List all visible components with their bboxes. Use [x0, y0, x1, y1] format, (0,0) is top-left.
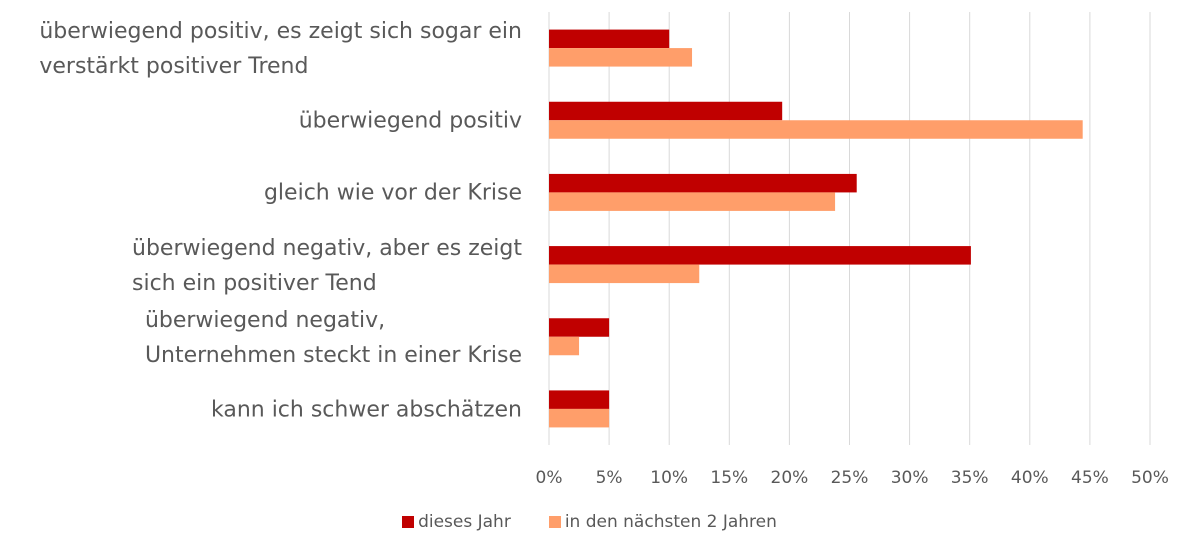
bar: [549, 120, 1083, 139]
bar: [549, 390, 610, 409]
bar: [549, 408, 610, 428]
legend-item: dieses Jahr: [402, 512, 511, 532]
legend: dieses Jahr in den nächsten 2 Jahren: [0, 512, 1179, 532]
legend-swatch: [548, 516, 561, 528]
bar: [549, 264, 700, 284]
bar: [549, 173, 857, 193]
bar: [549, 29, 670, 49]
bar: [549, 336, 580, 356]
x-tick-label: 10%: [650, 468, 688, 488]
bar: [549, 246, 971, 265]
bar: [549, 192, 836, 211]
bar: [549, 101, 783, 121]
x-tick-label: 15%: [710, 468, 748, 488]
x-tick-label: 5%: [596, 468, 623, 488]
category-label: überwiegend positiv: [298, 108, 522, 134]
legend-swatch: [402, 516, 415, 528]
x-tick-label: 35%: [951, 468, 989, 488]
legend-label: in den nächsten 2 Jahren: [564, 512, 777, 532]
category-label: gleich wie vor der Krise: [263, 180, 522, 206]
bar: [549, 318, 610, 337]
x-tick-label: 40%: [1011, 468, 1049, 488]
x-tick-label: 30%: [891, 468, 929, 488]
legend-label: dieses Jahr: [418, 512, 511, 532]
legend-item: in den nächsten 2 Jahren: [548, 512, 777, 532]
category-label: überwiegend negativ, Unternehmen steckt …: [144, 307, 522, 368]
x-tick-label: 20%: [771, 468, 809, 488]
category-label: kann ich schwer abschätzen: [210, 397, 522, 423]
bar: [549, 48, 693, 67]
x-tick-label: 25%: [831, 468, 869, 488]
x-tick-label: 0%: [536, 468, 563, 488]
category-label: überwiegend positiv, es zeigt sich sogar…: [39, 19, 522, 80]
category-label: überwiegend negativ, aber es zeigt sich …: [132, 235, 522, 296]
x-tick-label: 45%: [1071, 468, 1109, 488]
x-tick-label: 50%: [1131, 468, 1169, 488]
